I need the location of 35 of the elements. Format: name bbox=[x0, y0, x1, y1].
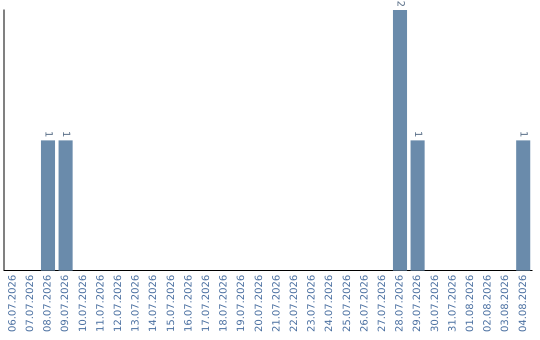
x-tick-label: 22.07.2026 bbox=[288, 274, 300, 332]
x-tick-label: 06.07.2026 bbox=[7, 274, 18, 332]
x-tick-label: 31.07.2026 bbox=[447, 274, 458, 332]
x-tick-label: 02.08.2026 bbox=[482, 274, 494, 332]
x-tick-label: 09.07.2026 bbox=[60, 274, 72, 332]
x-tick-label: 18.07.2026 bbox=[218, 274, 230, 332]
x-tick-label: 29.07.2026 bbox=[412, 274, 424, 332]
x-tick-label: 27.07.2026 bbox=[376, 274, 388, 332]
x-tick-label: 20.07.2026 bbox=[254, 274, 265, 332]
x-tick-label: 10.07.2026 bbox=[78, 274, 89, 332]
data-label: 2 bbox=[394, 0, 406, 7]
x-tick-label: 30.07.2026 bbox=[430, 274, 441, 332]
x-tick-label: 19.07.2026 bbox=[236, 274, 248, 332]
data-label: 1 bbox=[42, 130, 54, 138]
data-label: 1 bbox=[518, 130, 529, 138]
data-label: 1 bbox=[60, 130, 72, 138]
x-tick-label: 03.08.2026 bbox=[500, 274, 512, 332]
x-tick-label: 11.07.2026 bbox=[95, 274, 106, 332]
x-tick-label: 26.07.2026 bbox=[359, 274, 370, 332]
x-tick-label: 12.07.2026 bbox=[112, 274, 124, 332]
data-label: 1 bbox=[412, 130, 424, 138]
x-tick-label: 15.07.2026 bbox=[166, 274, 177, 332]
x-tick-label: 16.07.2026 bbox=[183, 274, 194, 332]
x-tick-label: 01.08.2026 bbox=[464, 274, 476, 332]
x-tick-label: 17.07.2026 bbox=[200, 274, 212, 332]
x-tick-label: 25.07.2026 bbox=[342, 274, 353, 332]
x-tick-label: 23.07.2026 bbox=[306, 274, 318, 332]
x-tick-label: 14.07.2026 bbox=[148, 274, 160, 332]
x-tick-label: 08.07.2026 bbox=[42, 274, 54, 332]
x-tick-label: 13.07.2026 bbox=[130, 274, 142, 332]
x-tick-label: 21.07.2026 bbox=[271, 274, 282, 332]
x-tick-label: 07.07.2026 bbox=[24, 274, 36, 332]
x-tick-label: 28.07.2026 bbox=[394, 274, 406, 332]
x-tick-label: 24.07.2026 bbox=[324, 274, 336, 332]
x-tick-label: 04.08.2026 bbox=[518, 274, 529, 332]
